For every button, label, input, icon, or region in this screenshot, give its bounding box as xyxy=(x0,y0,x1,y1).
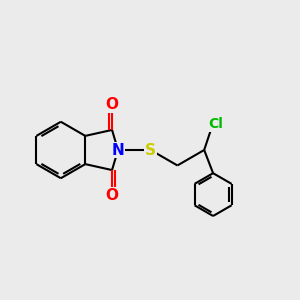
Text: N: N xyxy=(112,142,124,158)
Text: O: O xyxy=(106,97,118,112)
Text: O: O xyxy=(106,188,118,203)
Text: Cl: Cl xyxy=(208,117,224,131)
Text: S: S xyxy=(145,142,156,158)
